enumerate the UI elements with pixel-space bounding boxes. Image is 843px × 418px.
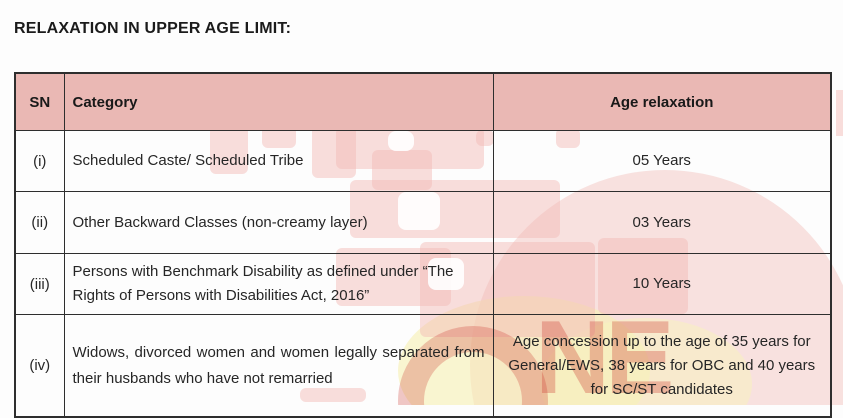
sn-cell: (iv) <box>14 314 65 418</box>
document-page: RELAXATION IN UPPER AGE LIMIT: SN Catego… <box>14 20 832 418</box>
sn-cell: (iii) <box>14 253 65 315</box>
category-cell: Scheduled Caste/ Scheduled Tribe <box>63 130 494 192</box>
header-category: Category <box>63 72 494 131</box>
table-row: (iii) Persons with Benchmark Disability … <box>14 253 832 315</box>
relaxation-cell: Age concession up to the age of 35 years… <box>492 314 832 418</box>
relaxation-cell: 03 Years <box>492 191 832 254</box>
relaxation-cell: 10 Years <box>492 253 832 315</box>
category-cell: Persons with Benchmark Disability as def… <box>63 253 494 315</box>
sn-cell: (i) <box>14 130 65 192</box>
table-row: (ii) Other Backward Classes (non-creamy … <box>14 191 832 254</box>
watermark-block <box>836 90 843 136</box>
table-row: (i) Scheduled Caste/ Scheduled Tribe 05 … <box>14 130 832 192</box>
category-cell: Widows, divorced women and women legally… <box>63 314 494 418</box>
header-sn: SN <box>14 72 65 131</box>
relaxation-cell: 05 Years <box>492 130 832 192</box>
sn-cell: (ii) <box>14 191 65 254</box>
category-cell: Other Backward Classes (non-creamy layer… <box>63 191 494 254</box>
table-row: (iv) Widows, divorced women and women le… <box>14 314 832 418</box>
header-age-relaxation: Age relaxation <box>492 72 832 131</box>
page-title: RELAXATION IN UPPER AGE LIMIT: <box>14 20 292 37</box>
table-header-row: SN Category Age relaxation <box>14 72 832 131</box>
age-relaxation-table: SN Category Age relaxation (i) Scheduled… <box>14 72 832 418</box>
